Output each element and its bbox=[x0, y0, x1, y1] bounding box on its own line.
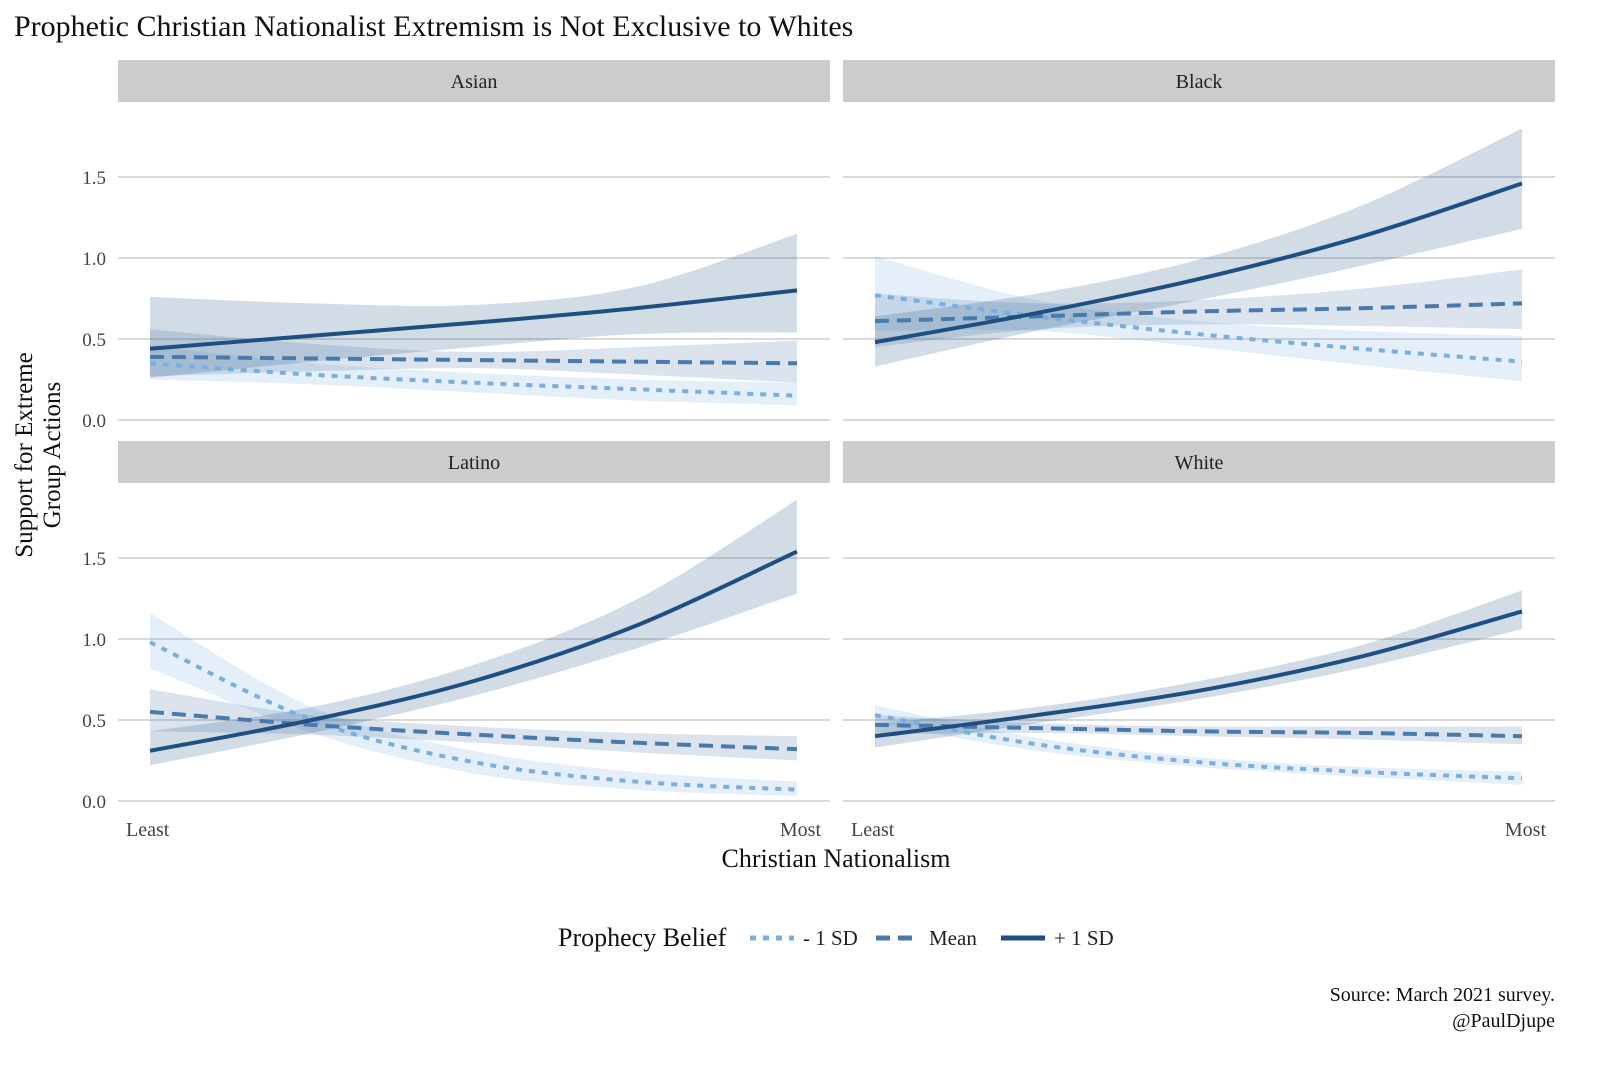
series-line-1-sd bbox=[149, 640, 798, 792]
legend-label: - 1 SD bbox=[803, 926, 858, 950]
ci-band-mean bbox=[150, 329, 797, 383]
ci-band-1-sd bbox=[875, 256, 1522, 382]
facet-label: Asian bbox=[451, 71, 498, 93]
series-line-mean bbox=[149, 354, 798, 366]
x-tick-label: Most bbox=[780, 819, 822, 841]
series-line-1-sd bbox=[149, 361, 798, 398]
panel-white: White Least Most bbox=[843, 441, 1555, 841]
y-tick-label: 1.5 bbox=[82, 168, 106, 189]
facet-strip bbox=[118, 441, 830, 483]
facet-strip bbox=[843, 60, 1555, 102]
x-tick-label: Most bbox=[1505, 819, 1547, 841]
series-line-1-sd bbox=[874, 609, 1523, 739]
chart-title: Prophetic Christian Nationalist Extremis… bbox=[14, 10, 853, 43]
y-tick-label: 0.0 bbox=[82, 792, 106, 813]
panel-latino: Latino 0.0 0.5 1.0 1.5 Least Most bbox=[82, 441, 830, 841]
caption-handle: @PaulDjupe bbox=[1452, 1010, 1555, 1032]
series-line-1-sd bbox=[874, 181, 1523, 345]
series-line-mean bbox=[149, 709, 798, 752]
ci-band-mean bbox=[875, 269, 1522, 348]
facet-strip bbox=[843, 441, 1555, 483]
series-line-1-sd bbox=[149, 549, 798, 753]
y-axis-title-line2: Group Actions bbox=[39, 382, 66, 529]
y-tick-label: 1.0 bbox=[82, 249, 106, 270]
y-tick-label: 0.0 bbox=[82, 411, 106, 432]
facet-label: White bbox=[1175, 452, 1224, 474]
series-line-mean bbox=[874, 722, 1523, 739]
ci-band-1-sd bbox=[875, 590, 1522, 748]
y-axis-title: Support for Extreme Group Actions bbox=[11, 352, 66, 558]
ci-band-1-sd bbox=[150, 499, 797, 766]
x-tick-label: Least bbox=[851, 819, 895, 841]
facet-label: Black bbox=[1176, 71, 1223, 93]
legend: Prophecy Belief - 1 SD Mean + 1 SD bbox=[558, 923, 1114, 952]
ci-band-1-sd bbox=[875, 128, 1522, 367]
panel-asian: Asian 0.0 0.5 1.0 1.5 bbox=[82, 60, 830, 432]
series-line-mean bbox=[874, 301, 1523, 324]
facet-strip bbox=[118, 60, 830, 102]
ci-band-1-sd bbox=[150, 233, 797, 378]
x-tick-label: Least bbox=[126, 819, 170, 841]
series-line-1-sd bbox=[874, 293, 1523, 364]
y-tick-label: 1.5 bbox=[82, 549, 106, 570]
facet-label: Latino bbox=[448, 452, 500, 474]
panel-black: Black bbox=[843, 60, 1555, 421]
y-tick-label: 0.5 bbox=[82, 330, 106, 351]
caption-source: Source: March 2021 survey. bbox=[1330, 984, 1555, 1006]
ci-band-1-sd bbox=[150, 613, 797, 797]
ci-band-mean bbox=[875, 715, 1522, 745]
x-axis-title: Christian Nationalism bbox=[722, 844, 951, 873]
legend-label: Mean bbox=[929, 926, 977, 950]
legend-title: Prophecy Belief bbox=[558, 923, 727, 952]
y-tick-label: 0.5 bbox=[82, 711, 106, 732]
y-tick-label: 1.0 bbox=[82, 630, 106, 651]
legend-label: + 1 SD bbox=[1054, 926, 1114, 950]
series-line-1-sd bbox=[149, 288, 798, 351]
y-axis-title-line1: Support for Extreme bbox=[11, 352, 38, 558]
series-line-1-sd bbox=[874, 713, 1523, 781]
